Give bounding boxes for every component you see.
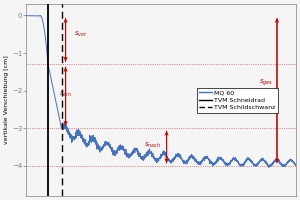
Y-axis label: vertikale Verschiebung [cm]: vertikale Verschiebung [cm]	[4, 56, 9, 144]
Text: $s_{nach}$: $s_{nach}$	[144, 140, 161, 150]
Legend: MQ 60, TVM Schneidrad, TVM Schildschwanz: MQ 60, TVM Schneidrad, TVM Schildschwanz	[196, 88, 278, 113]
Text: $s_{ges}$: $s_{ges}$	[259, 78, 273, 88]
Text: $s_{ein}$: $s_{ein}$	[59, 90, 72, 99]
Text: $s_{vor}$: $s_{vor}$	[74, 30, 87, 39]
